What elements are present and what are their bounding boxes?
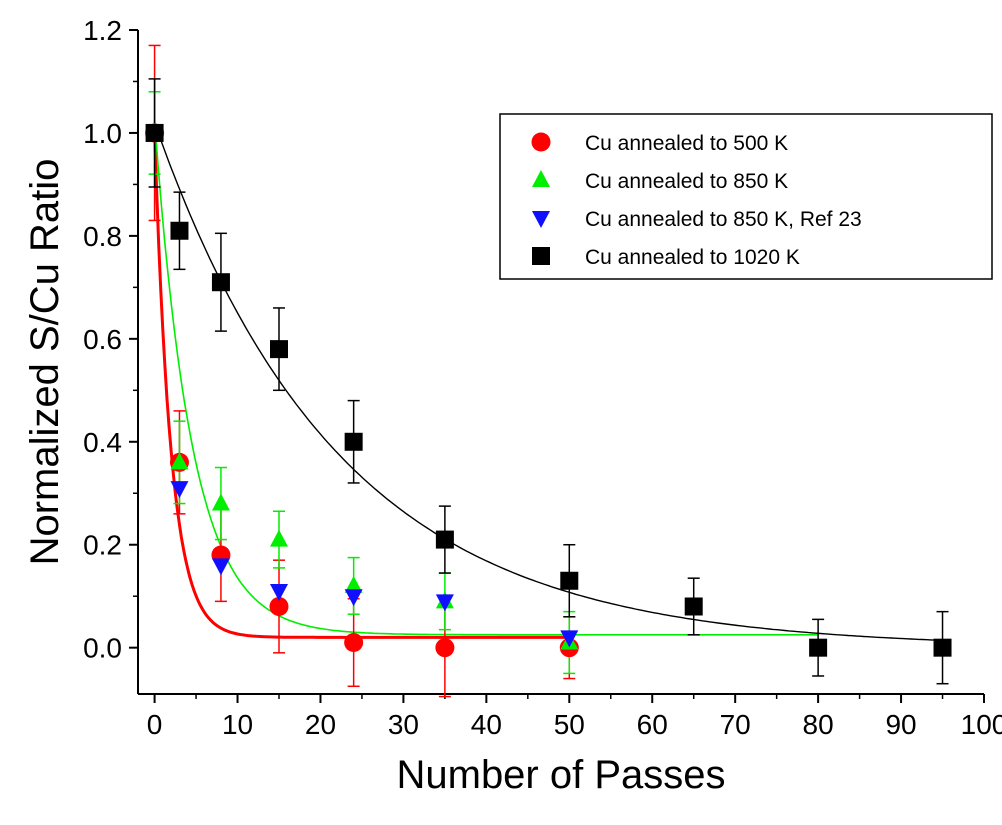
y-tick-label: 1.0 [83,118,122,149]
fit-curve [153,120,819,636]
x-tick-label: 100 [961,709,1002,740]
data-point [170,221,189,240]
legend-label: Cu annealed to 850 K [585,170,788,193]
data-point [170,481,189,499]
legend-marker [532,170,550,187]
x-tick-label: 10 [222,709,253,740]
legend-marker [532,247,550,265]
data-point [211,493,230,511]
markers [145,122,952,658]
x-tick-label: 50 [554,709,585,740]
x-tick-label: 80 [803,709,834,740]
x-tick-label: 90 [885,709,916,740]
x-tick-label: 0 [147,709,163,740]
data-point [344,589,363,607]
data-point [211,558,230,576]
data-point [435,594,454,612]
data-point [560,571,579,590]
y-axis: 0.0 0.2 0.4 0.6 0.8 1.0 1.2 [83,15,138,664]
x-axis: 0 10 20 30 40 50 60 70 80 90 100 [147,694,1002,740]
legend: Cu annealed to 500 K Cu annealed to 850 K… [499,113,993,280]
legend-label: Cu annealed to 850 K, Ref 23 [585,208,862,231]
data-point [270,529,288,547]
data-point [344,432,363,451]
y-tick-label: 0.2 [83,530,122,561]
data-point [560,630,579,648]
data-point [270,584,288,602]
y-tick-label: 0.8 [83,221,122,252]
data-point [269,596,289,616]
data-point [270,340,288,359]
data-point [145,123,164,142]
fit-curve [153,122,943,642]
data-point [809,638,828,657]
legend-label: Cu annealed to 1020 K [585,246,800,269]
y-tick-label: 0.6 [83,324,122,355]
y-tick-label: 1.2 [83,15,122,46]
y-axis-title: Normalized S/Cu Ratio [23,159,67,566]
legend-marker [532,211,550,228]
y-tick-label: 0.4 [83,427,122,458]
x-axis-title: Number of Passes [396,753,725,797]
data-point [435,530,454,549]
data-point [435,638,455,658]
data-point [344,633,364,653]
x-tick-label: 40 [471,709,502,740]
legend-box [499,113,993,280]
legend-marker [531,132,551,152]
data-point [170,452,189,470]
y-tick-label: 0.0 [83,633,122,664]
x-tick-label: 20 [305,709,336,740]
fit-curve [153,132,570,639]
data-point [344,575,363,593]
x-tick-label: 60 [637,709,668,740]
fit-lines [153,120,943,642]
x-tick-label: 70 [720,709,751,740]
x-tick-label: 30 [388,709,419,740]
data-point [211,273,230,292]
data-point [684,597,703,616]
legend-label: Cu annealed to 500 K [585,132,788,155]
data-point [933,638,952,657]
